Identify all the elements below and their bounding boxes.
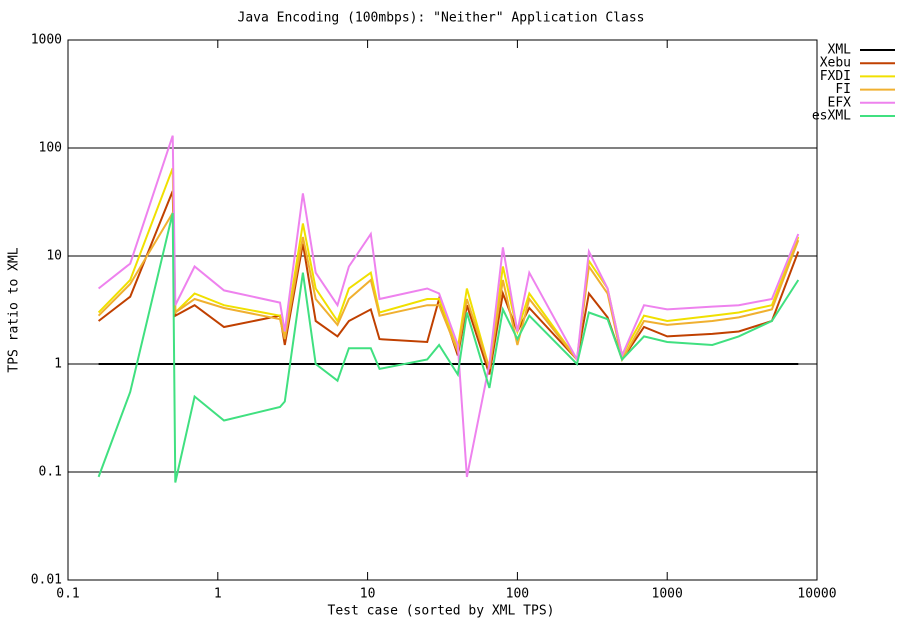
series-line	[97, 209, 800, 370]
y-tick-label: 10	[46, 249, 62, 264]
series-line	[97, 167, 800, 370]
legend-label: FXDI	[820, 69, 851, 84]
x-tick-label: 1	[214, 587, 222, 602]
x-tick-label: 0.1	[56, 587, 79, 602]
x-tick-label: 100	[506, 587, 529, 602]
y-axis-label: TPS ratio to XML	[7, 247, 22, 372]
x-tick-label: 10000	[797, 587, 836, 602]
legend-label: esXML	[812, 109, 851, 124]
series-line	[97, 135, 800, 478]
y-tick-label: 1000	[31, 33, 62, 48]
series-line	[97, 190, 800, 375]
legend-label: XML	[828, 43, 852, 58]
series-line	[97, 212, 800, 483]
x-tick-label: 1000	[652, 587, 683, 602]
legend-label: FI	[835, 82, 851, 97]
y-tick-label: 100	[39, 141, 62, 156]
x-axis-label: Test case (sorted by XML TPS)	[328, 604, 555, 619]
y-tick-label: 1	[54, 357, 62, 372]
y-tick-label: 0.1	[39, 465, 62, 480]
x-tick-label: 10	[360, 587, 376, 602]
chart-title: Java Encoding (100mbps): "Neither" Appli…	[238, 11, 645, 26]
y-tick-label: 0.01	[31, 573, 62, 588]
legend-label: EFX	[828, 95, 852, 110]
legend-label: Xebu	[820, 56, 851, 71]
